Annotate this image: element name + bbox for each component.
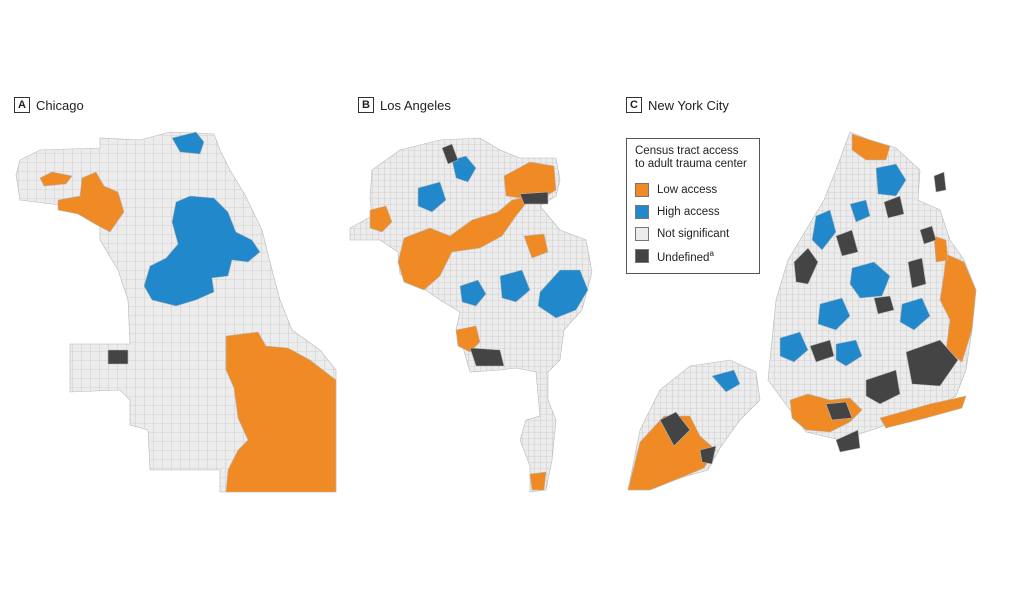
nyc-undefined-brooklyn bbox=[809, 339, 835, 363]
panel-label-chicago: A Chicago bbox=[14, 97, 84, 113]
panel-label-los-angeles: B Los Angeles bbox=[358, 97, 451, 113]
la-low-access-valley bbox=[397, 195, 533, 291]
legend-item-not-significant: Not significant bbox=[635, 223, 751, 245]
nyc-high-access-brooklyn-south bbox=[779, 331, 809, 363]
la-high-access-valley bbox=[417, 181, 447, 213]
nyc-undefined-queens-1 bbox=[835, 229, 859, 257]
la-low-access-harbor bbox=[529, 471, 547, 491]
chicago-high-access-central bbox=[143, 195, 261, 307]
new-york-city-map bbox=[627, 131, 977, 491]
nyc-undefined-marsh bbox=[825, 401, 853, 421]
legend-title: Census tract access to adult trauma cent… bbox=[635, 145, 747, 170]
nyc-high-access-bronx-central bbox=[849, 199, 871, 223]
la-tract-grid bbox=[350, 138, 592, 492]
los-angeles-map bbox=[349, 137, 593, 493]
nyc-undefined-east bbox=[919, 225, 937, 245]
la-high-access-mid bbox=[459, 279, 487, 307]
nyc-undefined-manhattan bbox=[793, 247, 819, 285]
nyc-high-access-brooklyn bbox=[817, 297, 851, 331]
la-high-access-central bbox=[499, 269, 531, 303]
nyc-high-access-bronx bbox=[875, 163, 907, 197]
legend-swatch-high-access bbox=[635, 205, 649, 219]
chicago-low-access-west bbox=[39, 171, 73, 187]
legend-label: Not significant bbox=[657, 228, 730, 240]
nyc-undefined-rikers bbox=[933, 171, 947, 193]
map-legend: Census tract access to adult trauma cent… bbox=[626, 138, 760, 274]
nyc-high-access-brooklyn-central bbox=[835, 339, 863, 367]
nyc-undefined-jfk bbox=[905, 339, 959, 387]
panel-letter: A bbox=[14, 97, 30, 113]
nyc-low-access-bronx-north bbox=[851, 133, 891, 161]
la-low-access-east bbox=[523, 233, 549, 259]
panel-letter: B bbox=[358, 97, 374, 113]
nyc-high-access-queens-east bbox=[899, 297, 931, 331]
la-undefined-northeast bbox=[519, 191, 549, 205]
nyc-low-access-rockaway bbox=[879, 395, 967, 429]
nyc-undefined-island bbox=[835, 429, 861, 453]
legend-label: Low access bbox=[657, 184, 718, 196]
nyc-si-undefined-2 bbox=[699, 445, 717, 465]
chicago-undefined-tract bbox=[107, 349, 129, 365]
panel-title: New York City bbox=[648, 97, 729, 113]
la-low-access-valley-west bbox=[369, 205, 393, 233]
chicago-map bbox=[15, 131, 337, 493]
la-high-access-east bbox=[537, 269, 589, 319]
nyc-high-access-queens bbox=[849, 261, 891, 299]
nyc-undefined-queens-2 bbox=[907, 257, 927, 289]
nyc-si-high-access bbox=[711, 369, 741, 393]
nyc-undefined-queens-3 bbox=[873, 295, 895, 315]
panel-label-new-york-city: C New York City bbox=[626, 97, 729, 113]
chicago-high-access-north bbox=[171, 131, 205, 155]
nyc-undefined-bronx bbox=[883, 195, 905, 219]
la-undefined-south bbox=[469, 347, 505, 367]
nyc-si-low-access bbox=[627, 415, 717, 491]
chicago-low-access-south bbox=[225, 331, 337, 493]
legend-item-undefined: Undefineda bbox=[635, 245, 751, 267]
nyc-si-undefined bbox=[659, 411, 691, 447]
legend-swatch-low-access bbox=[635, 183, 649, 197]
nyc-undefined-jamaica-bay bbox=[865, 369, 901, 405]
nyc-low-access-queens-northeast bbox=[933, 235, 949, 263]
la-high-access-north bbox=[451, 155, 477, 183]
nyc-high-access-manhattan bbox=[811, 209, 837, 251]
legend-item-high-access: High access bbox=[635, 201, 751, 223]
chicago-low-access-northwest bbox=[57, 171, 125, 233]
legend-item-low-access: Low access bbox=[635, 179, 751, 201]
la-undefined-north bbox=[441, 143, 459, 165]
la-low-access-south-1 bbox=[455, 325, 481, 353]
legend-label: Undefineda bbox=[657, 248, 714, 264]
panel-title: Los Angeles bbox=[380, 97, 451, 113]
legend-label: High access bbox=[657, 206, 720, 218]
panel-title: Chicago bbox=[36, 97, 84, 113]
legend-swatch-undefined bbox=[635, 249, 649, 263]
panel-letter: C bbox=[626, 97, 642, 113]
legend-swatch-not-significant bbox=[635, 227, 649, 241]
